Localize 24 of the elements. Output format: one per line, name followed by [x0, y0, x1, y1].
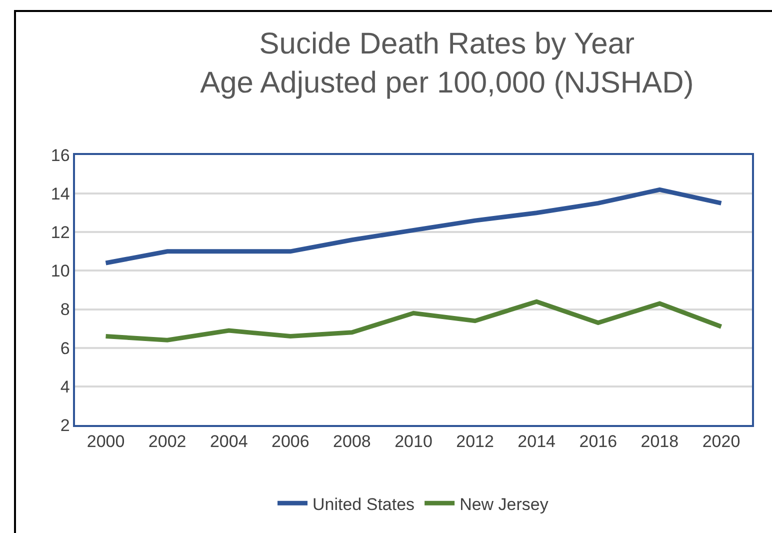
x-tick-label: 2014: [518, 432, 556, 452]
x-tick-label: 2020: [702, 432, 740, 452]
y-tick-label: 12: [50, 223, 70, 242]
y-tick-label: 16: [50, 146, 70, 165]
x-tick-label: 2000: [86, 432, 125, 452]
x-tick-label: 2002: [148, 432, 186, 452]
x-tick-label: 2010: [394, 432, 432, 452]
x-tick-label: 2016: [579, 432, 618, 452]
x-tick-label: 2012: [456, 432, 494, 452]
x-tick-label: 2004: [210, 432, 248, 452]
line-series: [104, 299, 724, 342]
chart-title: Sucide Death Rates by Year Age Adjusted per 100,000 (NJSHAD): [200, 28, 694, 100]
x-tick-label: 2008: [333, 432, 371, 452]
y-tick-label: 8: [60, 300, 70, 320]
legend-label: United States: [312, 494, 415, 514]
y-tick-label: 6: [60, 338, 70, 358]
y-tick-label: 10: [50, 262, 70, 281]
x-tick-label: 2006: [271, 432, 310, 452]
line-series: [104, 187, 724, 266]
y-tick-label: 2: [60, 416, 70, 435]
legend-label: New Jersey: [460, 494, 549, 514]
y-tick-label: 14: [50, 184, 70, 204]
y-tick-label: 4: [60, 377, 70, 396]
x-tick-label: 2018: [640, 432, 679, 452]
